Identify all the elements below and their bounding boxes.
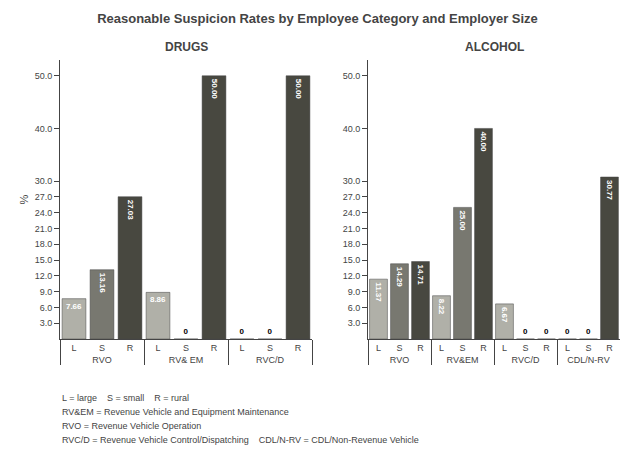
svg-text:15.0: 15.0 xyxy=(343,255,361,265)
svg-text:S: S xyxy=(585,343,591,353)
svg-text:0: 0 xyxy=(268,327,273,336)
svg-text:50.00: 50.00 xyxy=(210,79,219,100)
svg-text:24.0: 24.0 xyxy=(343,208,361,218)
svg-text:L = large S = small R =: L = large S = small R = rural xyxy=(62,393,189,403)
svg-text:R: R xyxy=(295,343,302,353)
svg-text:9.0: 9.0 xyxy=(40,287,53,297)
svg-text:R: R xyxy=(211,343,218,353)
svg-text:R: R xyxy=(417,343,424,353)
svg-text:12.0: 12.0 xyxy=(35,271,53,281)
svg-text:30.0: 30.0 xyxy=(343,176,361,186)
svg-text:30.0: 30.0 xyxy=(35,176,53,186)
svg-text:0: 0 xyxy=(184,327,189,336)
svg-text:27.03: 27.03 xyxy=(126,200,135,221)
svg-text:S: S xyxy=(183,343,189,353)
svg-text:18.0: 18.0 xyxy=(35,239,53,249)
svg-text:ALCOHOL: ALCOHOL xyxy=(465,40,524,54)
svg-text:R: R xyxy=(606,343,613,353)
svg-text:6.0: 6.0 xyxy=(348,303,361,313)
svg-text:RVC/D: RVC/D xyxy=(512,355,540,365)
svg-text:L: L xyxy=(439,343,444,353)
svg-text:RVO: RVO xyxy=(92,355,111,365)
svg-text:RVO: RVO xyxy=(390,355,409,365)
svg-text:L: L xyxy=(239,343,244,353)
svg-text:S: S xyxy=(396,343,402,353)
svg-text:0: 0 xyxy=(523,327,528,336)
svg-text:6.0: 6.0 xyxy=(40,303,53,313)
svg-text:RV&EM: RV&EM xyxy=(447,355,479,365)
svg-text:RV& EM: RV& EM xyxy=(169,355,203,365)
svg-text:40.00: 40.00 xyxy=(479,131,488,152)
svg-text:13.16: 13.16 xyxy=(98,273,107,294)
svg-text:6.67: 6.67 xyxy=(500,307,509,323)
svg-text:S: S xyxy=(99,343,105,353)
svg-text:S: S xyxy=(459,343,465,353)
svg-text:DRUGS: DRUGS xyxy=(165,40,208,54)
svg-text:21.0: 21.0 xyxy=(343,224,361,234)
svg-text:14.71: 14.71 xyxy=(416,265,425,286)
svg-text:RVO = Revenue Vehicle Operatio: RVO = Revenue Vehicle Operation xyxy=(62,421,201,431)
svg-text:RVC/D = Revenue Vehicle Contro: RVC/D = Revenue Vehicle Control/Dispatch… xyxy=(62,435,419,445)
svg-text:50.0: 50.0 xyxy=(343,71,361,81)
svg-text:0: 0 xyxy=(240,327,245,336)
svg-text:S: S xyxy=(267,343,273,353)
svg-text:40.0: 40.0 xyxy=(343,124,361,134)
svg-text:11.37: 11.37 xyxy=(374,282,383,302)
svg-text:L: L xyxy=(376,343,381,353)
svg-text:3.0: 3.0 xyxy=(348,318,361,328)
svg-text:27.0: 27.0 xyxy=(343,192,361,202)
svg-text:L: L xyxy=(155,343,160,353)
svg-text:0: 0 xyxy=(586,327,591,336)
svg-text:L: L xyxy=(565,343,570,353)
svg-text:3.0: 3.0 xyxy=(40,318,53,328)
svg-text:7.66: 7.66 xyxy=(66,302,82,311)
svg-text:L: L xyxy=(71,343,76,353)
svg-text:%: % xyxy=(18,194,30,204)
svg-text:30.77: 30.77 xyxy=(605,180,614,201)
svg-text:21.0: 21.0 xyxy=(35,224,53,234)
svg-text:8.22: 8.22 xyxy=(437,299,446,315)
svg-text:L: L xyxy=(502,343,507,353)
svg-text:15.0: 15.0 xyxy=(35,255,53,265)
svg-text:18.0: 18.0 xyxy=(343,239,361,249)
svg-text:14.29: 14.29 xyxy=(395,267,404,288)
svg-text:R: R xyxy=(543,343,550,353)
svg-text:RV&EM = Revenue Vehicle and Eq: RV&EM = Revenue Vehicle and Equipment Ma… xyxy=(62,407,289,417)
svg-text:40.0: 40.0 xyxy=(35,124,53,134)
svg-text:CDL/N-RV: CDL/N-RV xyxy=(567,355,609,365)
svg-text:S: S xyxy=(522,343,528,353)
svg-text:R: R xyxy=(480,343,487,353)
svg-text:12.0: 12.0 xyxy=(343,271,361,281)
svg-text:50.0: 50.0 xyxy=(35,71,53,81)
svg-text:50.00: 50.00 xyxy=(294,79,303,100)
svg-text:RVC/D: RVC/D xyxy=(256,355,284,365)
svg-text:R: R xyxy=(127,343,134,353)
svg-text:Reasonable Suspicion Rates by: Reasonable Suspicion Rates by Employee C… xyxy=(97,11,538,26)
svg-text:8.86: 8.86 xyxy=(150,295,166,304)
svg-text:9.0: 9.0 xyxy=(348,287,361,297)
svg-text:25.00: 25.00 xyxy=(458,210,467,231)
svg-text:27.0: 27.0 xyxy=(35,192,53,202)
svg-text:0: 0 xyxy=(565,327,570,336)
svg-text:24.0: 24.0 xyxy=(35,208,53,218)
svg-text:0: 0 xyxy=(544,327,549,336)
